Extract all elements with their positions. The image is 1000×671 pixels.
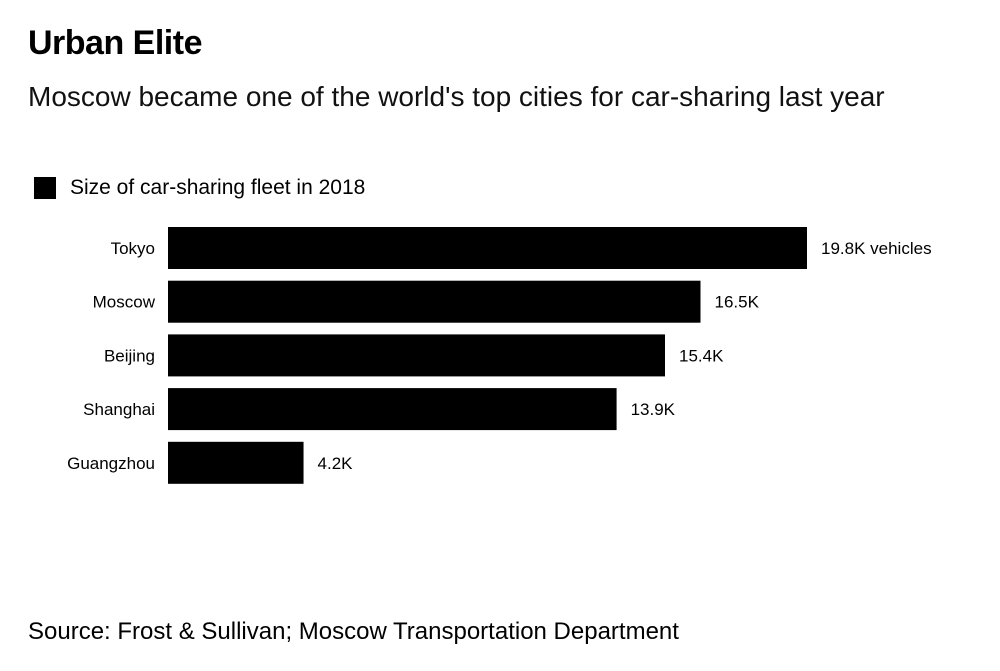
category-label: Tokyo	[111, 239, 155, 258]
legend: Size of car-sharing fleet in 2018	[34, 176, 365, 200]
source-note: Source: Frost & Sullivan; Moscow Transpo…	[28, 618, 679, 645]
category-label: Shanghai	[83, 400, 155, 419]
bar-tokyo	[168, 227, 807, 269]
value-label: 16.5K	[715, 293, 760, 312]
value-label: 19.8K vehicles	[821, 239, 932, 258]
category-label: Guangzhou	[67, 454, 155, 473]
bar-moscow	[168, 280, 701, 323]
value-label: 13.9K	[631, 400, 676, 419]
value-label: 15.4K	[679, 346, 724, 365]
chart-subtitle: Moscow became one of the world's top cit…	[28, 81, 885, 112]
legend-swatch	[34, 177, 56, 199]
bar-shanghai	[168, 388, 617, 431]
category-label: Beijing	[104, 346, 155, 365]
category-label: Moscow	[93, 293, 156, 312]
value-label: 4.2K	[318, 454, 354, 473]
chart-title: Urban Elite	[28, 24, 202, 62]
legend-label: Size of car-sharing fleet in 2018	[70, 176, 366, 199]
bar-guangzhou	[168, 441, 304, 484]
bar-beijing	[168, 334, 665, 377]
